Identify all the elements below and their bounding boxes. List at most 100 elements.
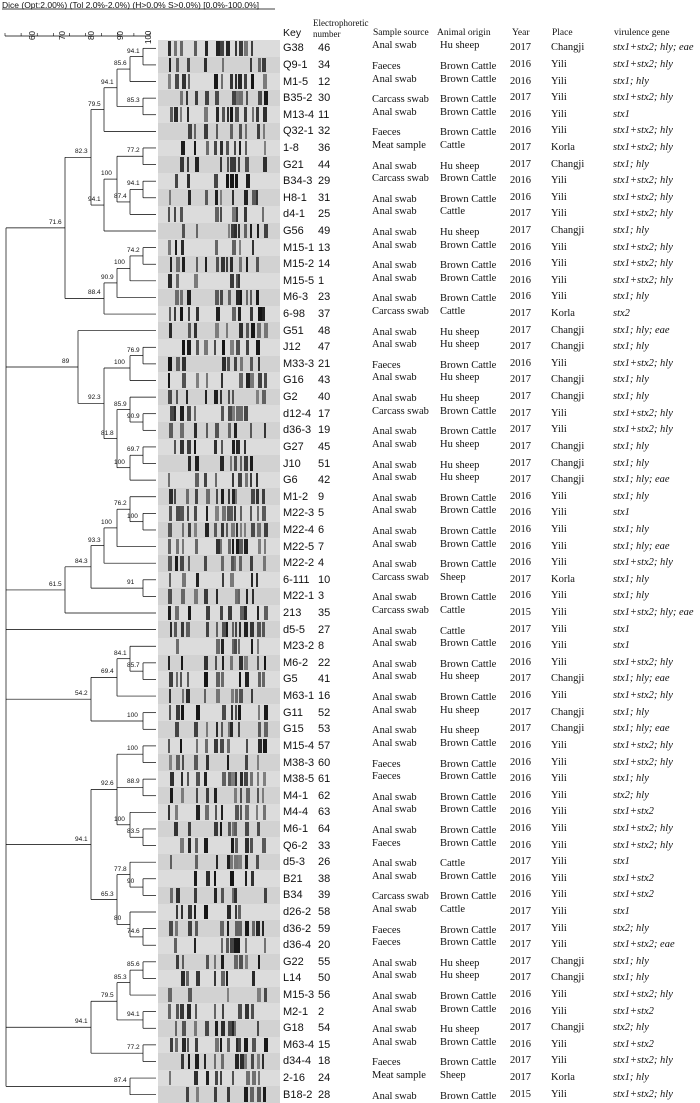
gel-band xyxy=(230,256,233,272)
row-animal-origin: Brown Cattle xyxy=(440,771,497,783)
node-similarity-value: 94.1 xyxy=(127,1010,140,1018)
gel-band xyxy=(245,871,247,887)
row-virulence-gene: stx1; hly xyxy=(613,573,649,585)
gel-lane xyxy=(158,488,280,506)
row-place: Yili xyxy=(551,357,567,369)
gel-lane xyxy=(158,189,280,207)
row-virulence-gene: stx2; hly xyxy=(613,789,649,801)
row-sample-source: Anal swab xyxy=(372,525,417,537)
row-year: 2016 xyxy=(510,656,531,668)
gel-band xyxy=(176,888,180,903)
row-virulence-gene: stx1+stx2; hly xyxy=(613,175,673,187)
gel-band xyxy=(206,506,208,521)
row-virulence-gene: stx1; hly; eae xyxy=(613,723,670,735)
gel-band xyxy=(181,240,184,255)
gel-band xyxy=(230,572,234,588)
gel-band xyxy=(215,655,217,671)
gel-band xyxy=(245,672,249,687)
gel-band xyxy=(181,971,185,986)
gel-band xyxy=(221,439,223,455)
gel-band xyxy=(221,406,224,422)
gel-band xyxy=(238,721,240,737)
row-year: 2017 xyxy=(510,308,531,320)
row-year: 2016 xyxy=(510,274,531,286)
row-electrophoretic-number: 9 xyxy=(318,490,325,503)
row-sample-source: Anal swab xyxy=(372,73,417,85)
row-sample-source: Anal swab xyxy=(372,991,417,1003)
gel-band xyxy=(256,389,259,405)
gel-band xyxy=(220,921,224,936)
gel-band xyxy=(187,1004,191,1019)
gel-band xyxy=(195,456,199,471)
gel-band xyxy=(240,522,242,538)
row-sample-source: Anal swab xyxy=(372,438,417,450)
gel-band xyxy=(226,971,228,986)
row-animal-origin: Brown Cattle xyxy=(440,405,497,417)
gel-band xyxy=(204,472,207,488)
row-electrophoretic-number: 33 xyxy=(318,839,331,852)
gel-band xyxy=(244,74,247,89)
row-sample-source: Anal swab xyxy=(372,227,417,238)
gel-band xyxy=(215,805,217,820)
row-electrophoretic-number: 54 xyxy=(318,1022,331,1035)
row-place: Yili xyxy=(551,656,567,668)
gel-band xyxy=(234,506,236,521)
gel-lane xyxy=(158,621,280,638)
gel-band xyxy=(196,306,199,322)
row-sample-source: Anal swab xyxy=(372,824,417,836)
row-year: 2017 xyxy=(510,1072,531,1084)
gel-band xyxy=(220,738,224,754)
gel-band xyxy=(235,74,237,89)
gel-band xyxy=(175,921,178,936)
gel-band xyxy=(175,805,178,820)
gel-band xyxy=(230,655,233,671)
gel-band xyxy=(221,489,224,505)
gel-band xyxy=(227,157,229,172)
gel-band xyxy=(258,306,262,322)
row-year: 2017 xyxy=(510,939,531,951)
row-year: 2016 xyxy=(510,175,531,187)
gel-band xyxy=(236,90,240,106)
gel-lane xyxy=(158,89,280,107)
row-place: Yili xyxy=(551,1055,567,1067)
row-year: 2017 xyxy=(510,573,531,585)
node-similarity-value: 74.6 xyxy=(127,927,140,935)
row-virulence-gene: stx1 xyxy=(613,507,630,519)
row-key: G18 xyxy=(283,1022,304,1035)
gel-band xyxy=(169,423,173,438)
row-place: Yili xyxy=(551,939,567,951)
row-animal-origin: Brown Cattle xyxy=(440,592,497,604)
gel-band xyxy=(231,771,235,787)
row-year: 2016 xyxy=(510,523,531,535)
gel-band xyxy=(238,638,240,654)
row-virulence-gene: stx1; hly xyxy=(613,75,649,87)
row-animal-origin: Hu sheep xyxy=(440,393,480,405)
node-similarity-value: 100 xyxy=(114,259,125,267)
row-virulence-gene: stx1; hly; eae xyxy=(613,540,670,552)
row-place: Changji xyxy=(551,341,585,353)
row-virulence-gene: stx1+stx2; hly xyxy=(613,92,673,104)
row-electrophoretic-number: 12 xyxy=(318,75,331,88)
pfge-gel xyxy=(158,40,280,1103)
row-animal-origin: Hu sheep xyxy=(440,40,480,52)
gel-band xyxy=(188,74,190,89)
row-key: G21 xyxy=(283,158,304,171)
gel-band xyxy=(195,157,199,172)
row-electrophoretic-number: 34 xyxy=(318,58,331,71)
gel-band xyxy=(221,555,224,571)
gel-lane xyxy=(158,471,280,489)
row-virulence-gene: stx1; hly; eae xyxy=(613,324,670,336)
row-animal-origin: Sheep xyxy=(440,571,466,583)
gel-lane xyxy=(158,1053,280,1070)
gel-band xyxy=(227,356,230,372)
row-key: M13-4 xyxy=(283,108,315,121)
row-virulence-gene: stx1+stx2; hly xyxy=(613,125,673,137)
gel-band xyxy=(222,356,226,372)
row-year: 2016 xyxy=(510,590,531,602)
row-animal-origin: Brown Cattle xyxy=(440,60,497,72)
gel-band xyxy=(188,555,190,571)
gel-band xyxy=(230,273,234,289)
gel-band xyxy=(215,506,219,521)
gel-band xyxy=(182,373,186,388)
gel-band xyxy=(262,838,266,853)
